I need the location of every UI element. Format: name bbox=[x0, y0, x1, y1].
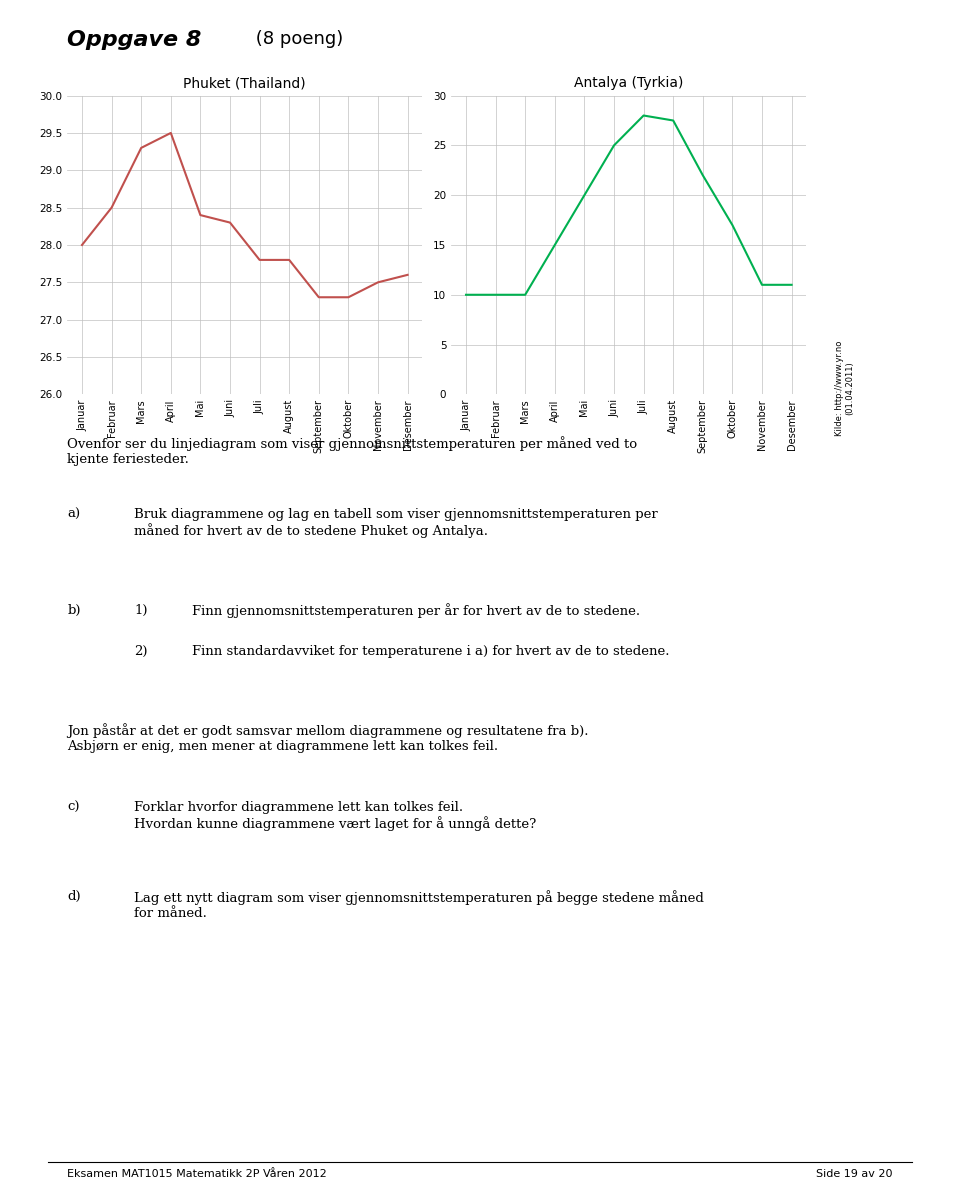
Text: Finn standardavviket for temperaturene i a) for hvert av de to stedene.: Finn standardavviket for temperaturene i… bbox=[192, 645, 669, 658]
Text: Bruk diagrammene og lag en tabell som viser gjennomsnittstemperaturen per
måned : Bruk diagrammene og lag en tabell som vi… bbox=[134, 508, 659, 538]
Text: a): a) bbox=[67, 508, 81, 521]
Text: b): b) bbox=[67, 603, 81, 617]
Text: (8 poeng): (8 poeng) bbox=[250, 30, 343, 48]
Text: 2): 2) bbox=[134, 645, 148, 658]
Title: Phuket (Thailand): Phuket (Thailand) bbox=[183, 76, 306, 91]
Text: Ovenfor ser du linjediagram som viser gjennomsnittstemperaturen per måned ved to: Ovenfor ser du linjediagram som viser gj… bbox=[67, 436, 637, 466]
Text: 1): 1) bbox=[134, 603, 148, 617]
Text: d): d) bbox=[67, 890, 81, 903]
Text: c): c) bbox=[67, 801, 80, 814]
Text: Jon påstår at det er godt samsvar mellom diagrammene og resultatene fra b).
Asbj: Jon påstår at det er godt samsvar mellom… bbox=[67, 723, 588, 753]
Text: Side 19 av 20: Side 19 av 20 bbox=[816, 1169, 893, 1178]
Text: Finn gjennomsnittstemperaturen per år for hvert av de to stedene.: Finn gjennomsnittstemperaturen per år fo… bbox=[192, 603, 640, 618]
Text: Forklar hvorfor diagrammene lett kan tolkes feil.
Hvordan kunne diagrammene vært: Forklar hvorfor diagrammene lett kan tol… bbox=[134, 801, 537, 831]
Text: Oppgave 8: Oppgave 8 bbox=[67, 30, 202, 50]
Text: Eksamen MAT1015 Matematikk 2P Våren 2012: Eksamen MAT1015 Matematikk 2P Våren 2012 bbox=[67, 1169, 327, 1178]
Title: Antalya (Tyrkia): Antalya (Tyrkia) bbox=[574, 76, 684, 91]
Text: Lag ett nytt diagram som viser gjennomsnittstemperaturen på begge stedene måned
: Lag ett nytt diagram som viser gjennomsn… bbox=[134, 890, 705, 920]
Text: Kilde: http://www.yr.no
(01.04.2011): Kilde: http://www.yr.no (01.04.2011) bbox=[835, 341, 854, 436]
